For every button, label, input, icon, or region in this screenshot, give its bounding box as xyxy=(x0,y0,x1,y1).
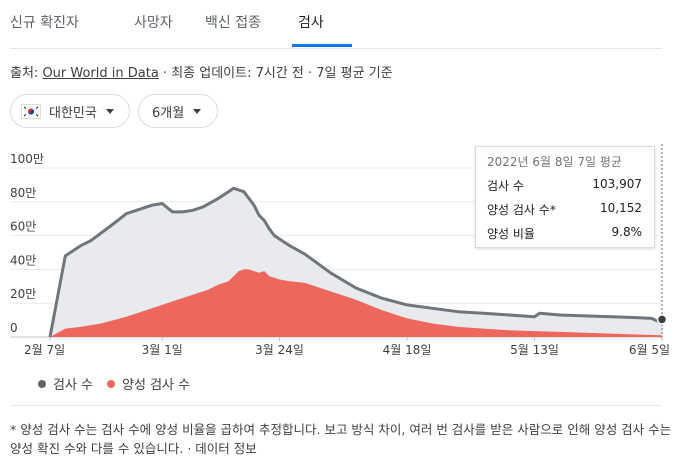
chart-tooltip: 2022년 6월 8일 7일 평균 검사 수 103,907 양성 검사 수* … xyxy=(475,146,655,248)
x-tick-label: 4월 18일 xyxy=(383,343,432,357)
tooltip-value: 103,907 xyxy=(592,177,642,191)
chevron-down-icon xyxy=(105,108,114,114)
tooltip-row-rate: 양성 비율 9.8% xyxy=(487,225,642,242)
legend-dot-tests xyxy=(38,379,46,388)
y-tick-label: 60만 xyxy=(10,220,36,234)
y-tick-label: 0 xyxy=(10,321,18,335)
y-tick-label: 100만 xyxy=(10,152,44,166)
x-tick-label: 2월 7일 xyxy=(24,343,65,357)
footnote: * 양성 검사 수는 검사 수에 양성 비율을 곱하여 추정합니다. 보고 방식… xyxy=(10,420,682,458)
x-tick-label: 5월 13일 xyxy=(510,343,559,357)
x-tick-label: 3월 1일 xyxy=(142,343,183,357)
tooltip-label: 검사 수 xyxy=(487,179,524,193)
y-tick-label: 80만 xyxy=(10,186,36,200)
y-tick-label: 20만 xyxy=(10,287,36,301)
tooltip-value: 10,152 xyxy=(600,201,642,215)
x-tick-label: 3월 24일 xyxy=(255,343,304,357)
tests-line xyxy=(48,186,663,338)
country-label: 대한민국 xyxy=(49,105,97,121)
x-axis-labels: 2월 7일 3월 1일 3월 24일 4월 18일 5월 13일 6월 5일 xyxy=(24,337,670,357)
korea-flag-icon xyxy=(21,103,41,119)
data-info-link[interactable]: 데이터 정보 xyxy=(195,441,257,456)
hover-point[interactable] xyxy=(656,314,668,325)
period-label: 6개월 xyxy=(152,105,185,121)
divider xyxy=(10,405,662,406)
x-tick-label: 6월 5일 xyxy=(629,343,670,357)
source-suffix: · 최종 업데이트: 7시간 전 · 7일 평균 기준 xyxy=(158,66,393,81)
legend-dot-positive xyxy=(107,379,116,388)
tooltip-label: 양성 비율 xyxy=(487,227,535,241)
tooltip-row-tests: 검사 수 103,907 xyxy=(487,177,642,194)
source-line: 출처: Our World in Data · 최종 업데이트: 7시간 전 ·… xyxy=(10,62,393,81)
y-axis-labels: 0 20만 40만 60만 80만 100만 xyxy=(10,152,44,335)
tooltip-date: 2022년 6월 8일 7일 평균 xyxy=(487,155,622,169)
footnote-text: * 양성 검사 수는 검사 수에 양성 비율을 곱하여 추정합니다. 보고 방식… xyxy=(10,422,672,456)
tab-deaths[interactable]: 사망자 xyxy=(134,15,173,31)
source-prefix: 출처: xyxy=(10,66,43,81)
period-dropdown[interactable]: 6개월 xyxy=(138,94,218,128)
tab-vaccinations[interactable]: 백신 접종 xyxy=(205,15,261,31)
chart-legend: 검사 수 양성 검사 수 xyxy=(38,374,190,393)
chevron-down-icon xyxy=(193,108,202,114)
tooltip-row-positive: 양성 검사 수* 10,152 xyxy=(487,201,642,218)
tooltip-value: 9.8% xyxy=(611,225,643,239)
country-dropdown[interactable]: 대한민국 xyxy=(10,94,130,128)
y-tick-label: 40만 xyxy=(10,253,36,267)
active-tab-indicator xyxy=(292,44,352,47)
source-link[interactable]: Our World in Data xyxy=(42,66,159,81)
tab-tests[interactable]: 검사 xyxy=(298,15,324,31)
legend-label-positive: 양성 검사 수 xyxy=(122,378,191,393)
tab-bar: 신규 확진자 사망자 백신 접종 검사 xyxy=(10,0,662,49)
tooltip-label: 양성 검사 수* xyxy=(487,203,556,217)
tab-new-cases[interactable]: 신규 확진자 xyxy=(10,15,79,31)
legend-label-tests: 검사 수 xyxy=(53,378,94,393)
positive-tests-area xyxy=(50,269,662,337)
